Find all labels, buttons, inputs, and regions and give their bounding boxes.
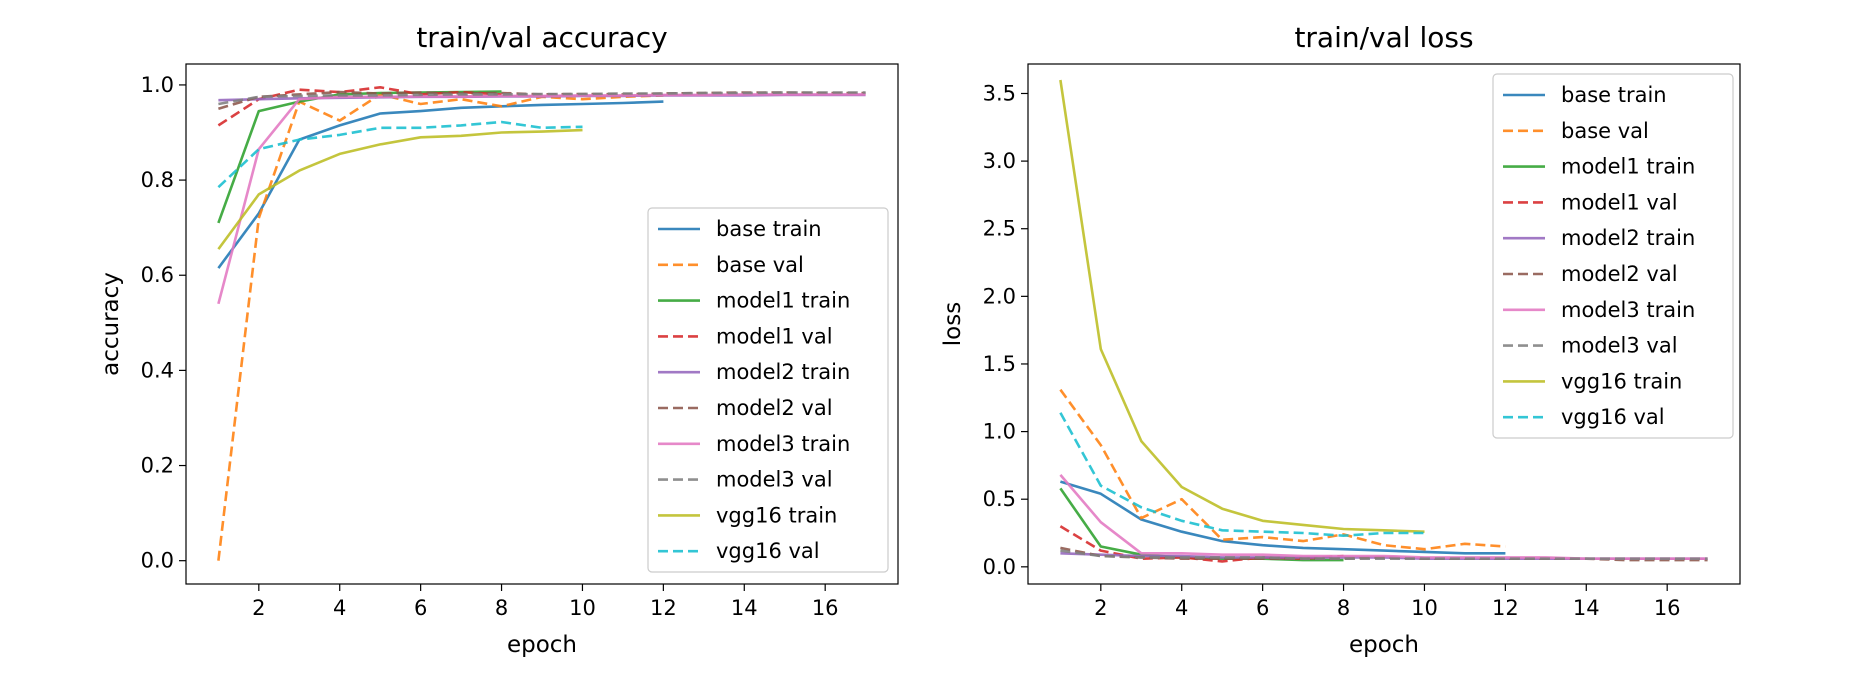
accuracy-legend-label-vgg16-val: vgg16 val	[716, 539, 820, 563]
loss-legend-label-vgg16-val: vgg16 val	[1561, 405, 1665, 429]
accuracy-legend-label-model2-train: model2 train	[716, 360, 850, 384]
loss-legend-label-model1-train: model1 train	[1561, 155, 1695, 179]
loss-series-vgg16-val	[1059, 412, 1425, 538]
loss-y-ticks: 0.0 0.5 1.0 1.5 2.0 2.5 3.0 3.5	[983, 81, 1028, 579]
accuracy-legend-label-model1-val: model1 val	[716, 324, 833, 348]
loss-x-ticks: 2 4 6 8 10 12 14 16	[1094, 584, 1681, 620]
loss-y-tick-label: 0.5	[983, 487, 1016, 511]
loss-x-tick-label: 12	[1492, 596, 1519, 620]
loss-y-tick-label: 1.5	[983, 352, 1016, 376]
accuracy-chart-title: train/val accuracy	[416, 21, 667, 54]
loss-legend-label-model1-val: model1 val	[1561, 190, 1678, 214]
accuracy-x-tick-label: 16	[812, 596, 839, 620]
accuracy-series-vgg16-val	[217, 120, 583, 189]
accuracy-x-tick-label: 12	[650, 596, 677, 620]
loss-legend-box	[1492, 73, 1734, 439]
loss-x-tick-label: 8	[1337, 596, 1350, 620]
loss-legend-label-base-val: base val	[1561, 119, 1649, 143]
loss-series-vgg16-train	[1059, 79, 1425, 533]
accuracy-x-tick-label: 4	[333, 596, 346, 620]
accuracy-series-model3-train	[217, 93, 866, 305]
accuracy-series-model1-val	[217, 86, 502, 127]
loss-y-tick-label: 2.0	[983, 284, 1016, 308]
loss-y-tick-label: 3.5	[983, 81, 1016, 105]
accuracy-y-tick-label: 0.6	[141, 263, 174, 287]
accuracy-legend-label-base-train: base train	[716, 217, 822, 241]
loss-series-model3-val	[1060, 549, 1708, 561]
accuracy-x-tick-label: 6	[414, 596, 427, 620]
accuracy-y-tick-label: 0.8	[141, 168, 174, 192]
accuracy-y-tick-label: 0.0	[141, 549, 174, 573]
accuracy-series-layer	[217, 86, 866, 561]
loss-series-model3-train	[1059, 474, 1708, 561]
accuracy-series-vgg16-train	[217, 128, 583, 250]
loss-legend-label-model3-train: model3 train	[1561, 298, 1695, 322]
loss-x-tick-label: 4	[1175, 596, 1188, 620]
accuracy-legend-label-vgg16-train: vgg16 train	[716, 503, 837, 527]
accuracy-series-model3-val	[218, 91, 866, 106]
loss-chart: 2 4 6 8 10 12 14 16 0.0 0.5 1.0 1.5 2.0 2.5 3.0 3.5 tr…	[940, 21, 1741, 658]
accuracy-axes-frame	[185, 63, 899, 585]
accuracy-y-axis-label: accuracy	[98, 272, 124, 376]
loss-y-tick-label: 3.0	[983, 149, 1016, 173]
loss-legend-label-model3-val: model3 val	[1561, 334, 1678, 358]
accuracy-y-tick-label: 0.2	[141, 454, 174, 478]
accuracy-x-tick-label: 14	[731, 596, 758, 620]
accuracy-series-base-val	[217, 93, 664, 561]
accuracy-legend-label-model3-val: model3 val	[716, 468, 833, 492]
loss-x-tick-label: 10	[1411, 596, 1438, 620]
accuracy-legend-label-base-val: base val	[716, 253, 804, 277]
accuracy-series-base-train	[217, 100, 664, 269]
loss-chart-title: train/val loss	[1294, 21, 1473, 54]
loss-series-layer	[1059, 79, 1708, 563]
loss-legend-label-model2-val: model2 val	[1561, 262, 1678, 286]
loss-x-tick-label: 2	[1094, 596, 1107, 620]
loss-y-tick-label: 0.0	[983, 555, 1016, 579]
loss-x-tick-label: 16	[1654, 596, 1681, 620]
loss-x-axis-label: epoch	[1349, 632, 1419, 658]
loss-y-tick-label: 1.0	[983, 420, 1016, 444]
accuracy-x-axis-label: epoch	[507, 632, 577, 658]
loss-axes-frame	[1027, 63, 1741, 585]
loss-x-tick-label: 6	[1256, 596, 1269, 620]
accuracy-y-ticks: 0.0 0.2 0.4 0.6 0.8 1.0	[141, 73, 186, 573]
accuracy-x-tick-label: 8	[495, 596, 508, 620]
loss-legend-label-vgg16-train: vgg16 train	[1561, 369, 1682, 393]
loss-series-base-train	[1060, 480, 1506, 555]
accuracy-x-tick-label: 10	[569, 596, 596, 620]
loss-legend: base train base val model1 train model1 val…	[1492, 73, 1734, 439]
accuracy-y-tick-label: 1.0	[141, 73, 174, 97]
accuracy-x-tick-label: 2	[252, 596, 265, 620]
loss-legend-label-base-train: base train	[1561, 83, 1667, 107]
loss-y-tick-label: 2.5	[983, 217, 1016, 241]
loss-x-tick-label: 14	[1573, 596, 1600, 620]
loss-y-axis-label: loss	[940, 302, 966, 346]
accuracy-legend-box	[647, 207, 889, 573]
accuracy-legend: base train base val model1 train model1 val…	[647, 207, 889, 573]
accuracy-y-tick-label: 0.4	[141, 358, 174, 382]
loss-series-base-val	[1059, 388, 1506, 551]
accuracy-legend-label-model3-train: model3 train	[716, 432, 850, 456]
loss-legend-label-model2-train: model2 train	[1561, 226, 1695, 250]
accuracy-legend-label-model2-val: model2 val	[716, 396, 833, 420]
accuracy-legend-label-model1-train: model1 train	[716, 289, 850, 313]
accuracy-x-ticks: 2 4 6 8 10 12 14 16	[252, 584, 839, 620]
accuracy-chart: 2 4 6 8 10 12 14 16 0.0 0.2 0.4 0.6 0.8 1.0 train/va…	[98, 21, 899, 658]
